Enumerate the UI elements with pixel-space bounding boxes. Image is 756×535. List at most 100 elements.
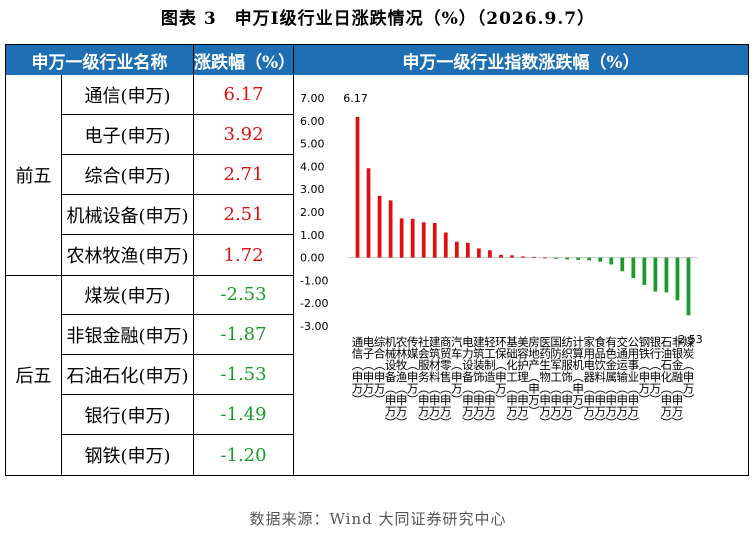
- category-label: 社会服务︵申万︶: [418, 335, 430, 430]
- category-label: 有色金属︵申万︶: [606, 335, 618, 430]
- y-tick-label: -1.00: [300, 274, 328, 287]
- chart-header: 申万一级行业指数涨跌幅（%）: [294, 45, 748, 75]
- bar: [454, 241, 459, 258]
- category-label: 石油石化︵申万︶: [661, 335, 673, 430]
- category-label: 商贸零售︵申万︶: [440, 335, 452, 430]
- bar: [421, 222, 426, 258]
- table-row: 石油石化(申万) -1.53: [62, 355, 294, 395]
- bottom-industry-change: -1.20: [194, 435, 294, 475]
- y-tick-label: -2.00: [300, 297, 328, 310]
- category-label: 银行︵申万︶: [650, 335, 662, 407]
- category-label: 纺织服饰︵申万︶: [561, 335, 573, 430]
- top-industry-change: 2.51: [194, 195, 294, 234]
- category-label: 通信︵申万︶: [352, 335, 364, 407]
- bar: [366, 168, 371, 258]
- y-tick-label: 4.00: [300, 160, 325, 173]
- top-industry-change: 6.17: [194, 75, 294, 114]
- table-header-change: 涨跌幅（%）: [194, 45, 295, 75]
- bar: [620, 257, 625, 272]
- bar: [587, 257, 592, 261]
- bottom-group-label: 后五: [6, 275, 62, 475]
- top-industry-change: 1.72: [194, 235, 294, 275]
- bottom-industry-name: 非银金融(申万): [62, 315, 194, 354]
- category-label: 轻工制造︵申万︶: [484, 335, 496, 430]
- min-data-label: -2.53: [674, 333, 702, 346]
- category-label: 环保︵申万︶: [495, 335, 507, 407]
- category-label: 煤炭︵申万︶: [683, 335, 695, 407]
- category-label: 基础化工︵申万︶: [506, 335, 518, 430]
- bar: [609, 257, 614, 265]
- table-row: 机械设备(申万) 2.51: [62, 195, 294, 235]
- category-label: 电力设备︵申万︶: [462, 335, 474, 430]
- page-title: 图表 3 申万Ⅰ级行业日涨跌情况（%）（2026.9.7）: [160, 9, 596, 29]
- category-label: 食品饮料︵申万︶: [594, 335, 606, 430]
- bottom-industry-change: -2.53: [194, 275, 294, 314]
- category-label: 钢铁︵申万︶: [639, 335, 651, 407]
- top-industry-change: 2.71: [194, 155, 294, 194]
- y-tick-label: 1.00: [300, 229, 325, 242]
- bar: [598, 257, 603, 262]
- table-row: 钢铁(申万) -1.20: [62, 435, 294, 475]
- category-label: 传媒︵申万︶: [407, 335, 419, 407]
- table-row: 煤炭(申万) -2.53: [62, 275, 294, 315]
- category-label: 医药生物︵申万︶: [539, 335, 551, 430]
- table-row: 农林牧渔(申万) 1.72: [62, 235, 294, 275]
- y-tick-label: 7.00: [300, 92, 325, 105]
- bar: [565, 257, 570, 260]
- y-tick-label: 2.00: [300, 206, 325, 219]
- category-label: 计算机︵申万︶: [572, 335, 584, 419]
- table-row: 银行(申万) -1.49: [62, 395, 294, 435]
- y-tick-label: 0.00: [300, 252, 325, 265]
- top-industry-name: 综合(申万): [62, 155, 194, 194]
- chart-frame: 申万一级行业名称 涨跌幅（%） 申万一级行业指数涨跌幅（%） 前五 后五 通信(…: [5, 44, 749, 476]
- category-label: 农林牧渔︵申万︶: [396, 335, 408, 430]
- bar: [488, 250, 492, 258]
- bar: [532, 256, 536, 258]
- bar: [432, 222, 437, 258]
- top-industry-name: 通信(申万): [62, 75, 194, 114]
- bar: [631, 257, 636, 279]
- bar: [510, 255, 514, 258]
- bar: [499, 254, 503, 258]
- bottom-industry-name: 钢铁(申万): [62, 435, 194, 475]
- y-tick-label: 5.00: [300, 138, 325, 151]
- bar: [653, 257, 658, 292]
- table-header-name: 申万一级行业名称: [6, 45, 194, 75]
- category-label: 机械设备︵申万︶: [385, 335, 397, 430]
- table-row: 电子(申万) 3.92: [62, 115, 294, 155]
- max-data-label: 6.17: [343, 92, 368, 105]
- bar: [476, 248, 481, 258]
- y-tick-label: 3.00: [300, 183, 325, 196]
- table-row: 非银金融(申万) -1.87: [62, 315, 294, 355]
- bar: [642, 257, 647, 285]
- bar: [399, 218, 404, 258]
- bar: [465, 242, 470, 258]
- category-label: 交通运输︵申万︶: [617, 335, 629, 430]
- bar: [664, 257, 669, 293]
- category-label: 电子︵申万︶: [363, 335, 375, 407]
- bar: [521, 256, 525, 258]
- category-label: 汽车︵申万︶: [451, 335, 463, 407]
- bar-chart: 7.00 6.00 5.00 4.00 3.00 2.00 1.00 0.00 -1.00 -2.…: [300, 92, 703, 430]
- bar: [410, 218, 415, 258]
- group-divider: [6, 275, 294, 276]
- source-note: 数据来源：Wind 大同证券研究中心: [249, 510, 507, 528]
- category-label: 公用事业︵申万︶: [628, 335, 640, 430]
- top-industry-change: 3.92: [194, 115, 294, 154]
- bar: [686, 257, 691, 316]
- bar: [377, 195, 382, 258]
- bottom-industry-change: -1.49: [194, 395, 294, 434]
- top-industry-name: 电子(申万): [62, 115, 194, 154]
- top-group-label: 前五: [6, 75, 62, 275]
- top-industry-name: 机械设备(申万): [62, 195, 194, 234]
- category-label: 国防军工︵申万︶: [550, 335, 562, 430]
- category-label: 家用电器︵申万︶: [583, 335, 595, 430]
- category-label: 建筑材料︵申万︶: [429, 335, 441, 430]
- bottom-industry-change: -1.53: [194, 355, 294, 394]
- bar: [554, 257, 558, 259]
- bottom-industry-name: 银行(申万): [62, 395, 194, 434]
- top-industry-name: 农林牧渔(申万): [62, 235, 194, 275]
- category-label: 综合︵申万︶: [374, 335, 386, 407]
- bar: [443, 232, 448, 258]
- bottom-industry-name: 煤炭(申万): [62, 275, 194, 314]
